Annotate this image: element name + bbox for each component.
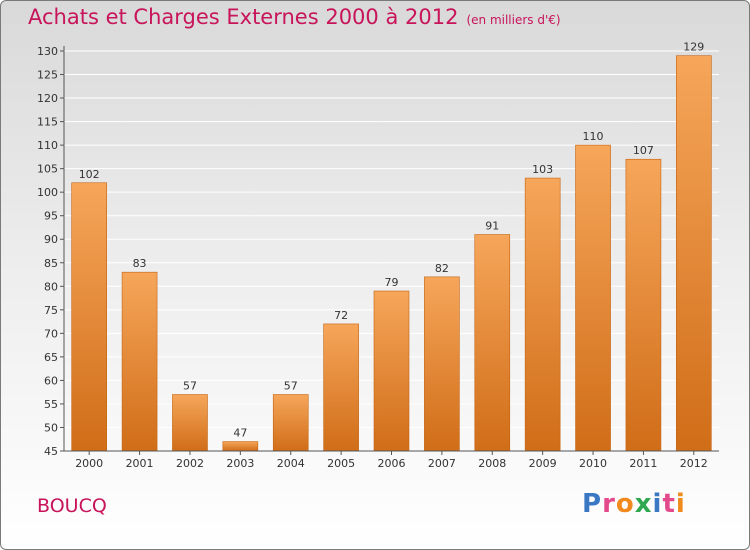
bars — [71, 55, 712, 452]
data-label: 57 — [284, 380, 298, 393]
y-tick-label: 90 — [44, 233, 58, 246]
bar — [323, 323, 359, 452]
bar — [575, 144, 611, 452]
chart-title-block: Achats et Charges Externes 2000 à 2012 (e… — [28, 5, 561, 29]
bar — [172, 394, 208, 452]
x-tick-label: 2005 — [327, 457, 355, 470]
logo-letter: t — [662, 489, 676, 519]
y-tick-label: 130 — [37, 45, 58, 58]
logo-letter: o — [615, 489, 635, 519]
chart-title: Achats et Charges Externes 2000 à 2012 — [28, 5, 459, 29]
y-tick-label: 75 — [44, 304, 58, 317]
x-tick-label: 2010 — [579, 457, 607, 470]
x-tick-label: 2003 — [226, 457, 254, 470]
data-label: 107 — [633, 144, 654, 157]
y-tick-label: 80 — [44, 280, 58, 293]
logo-letter: r — [602, 489, 616, 519]
y-tick-label: 110 — [37, 139, 58, 152]
bar — [676, 55, 712, 452]
data-label: 79 — [385, 276, 399, 289]
x-tick-label: 2007 — [428, 457, 456, 470]
y-tick-label: 100 — [37, 186, 58, 199]
chart-subtitle: (en milliers d'€) — [466, 13, 561, 27]
x-tick-label: 2006 — [378, 457, 406, 470]
y-tick-label: 60 — [44, 374, 58, 387]
data-label: 72 — [334, 309, 348, 322]
y-tick-label: 105 — [37, 163, 58, 176]
bar — [71, 182, 107, 452]
y-tick-label: 50 — [44, 421, 58, 434]
x-tick-label: 2000 — [75, 457, 103, 470]
data-label: 57 — [183, 380, 197, 393]
data-label: 102 — [79, 168, 100, 181]
bar — [222, 441, 259, 452]
proxiti-logo: Proxiti — [582, 489, 686, 519]
y-tick-label: 95 — [44, 210, 58, 223]
labels: 45 50 55 60 65 70 75 80 85 90 95 100 105 110 115 120 125… — [37, 41, 708, 470]
data-label: 91 — [485, 220, 499, 233]
x-tick-label: 2004 — [277, 457, 305, 470]
y-tick-label: 125 — [37, 69, 58, 82]
y-tick-label: 120 — [37, 92, 58, 105]
data-label: 82 — [435, 262, 449, 275]
data-label: 83 — [133, 257, 147, 270]
y-tick-label: 65 — [44, 351, 58, 364]
y-tick-label: 45 — [44, 445, 58, 458]
y-tick-label: 85 — [44, 257, 58, 270]
data-label: 103 — [532, 163, 553, 176]
bar — [373, 290, 410, 452]
logo-letter: i — [675, 489, 686, 519]
y-tick-label: 55 — [44, 398, 58, 411]
data-label: 110 — [583, 130, 604, 143]
x-tick-label: 2009 — [529, 457, 557, 470]
axes — [60, 46, 719, 455]
bar — [424, 276, 460, 452]
x-tick-label: 2011 — [629, 457, 657, 470]
logo-letter: x — [634, 489, 653, 519]
bar — [524, 177, 561, 452]
bar — [625, 158, 662, 452]
x-tick-label: 2002 — [176, 457, 204, 470]
data-label: 47 — [233, 427, 247, 440]
bar — [121, 271, 158, 452]
y-tick-label: 115 — [37, 116, 58, 129]
data-label: 129 — [683, 41, 704, 54]
y-tick-label: 70 — [44, 327, 58, 340]
bar — [272, 394, 309, 452]
x-tick-label: 2001 — [126, 457, 154, 470]
x-tick-label: 2012 — [680, 457, 708, 470]
logo-letter: i — [652, 489, 663, 519]
logo-letter: P — [582, 489, 603, 519]
x-tick-label: 2008 — [478, 457, 506, 470]
bar — [474, 234, 511, 452]
commune-name: BOUCQ — [37, 495, 107, 517]
